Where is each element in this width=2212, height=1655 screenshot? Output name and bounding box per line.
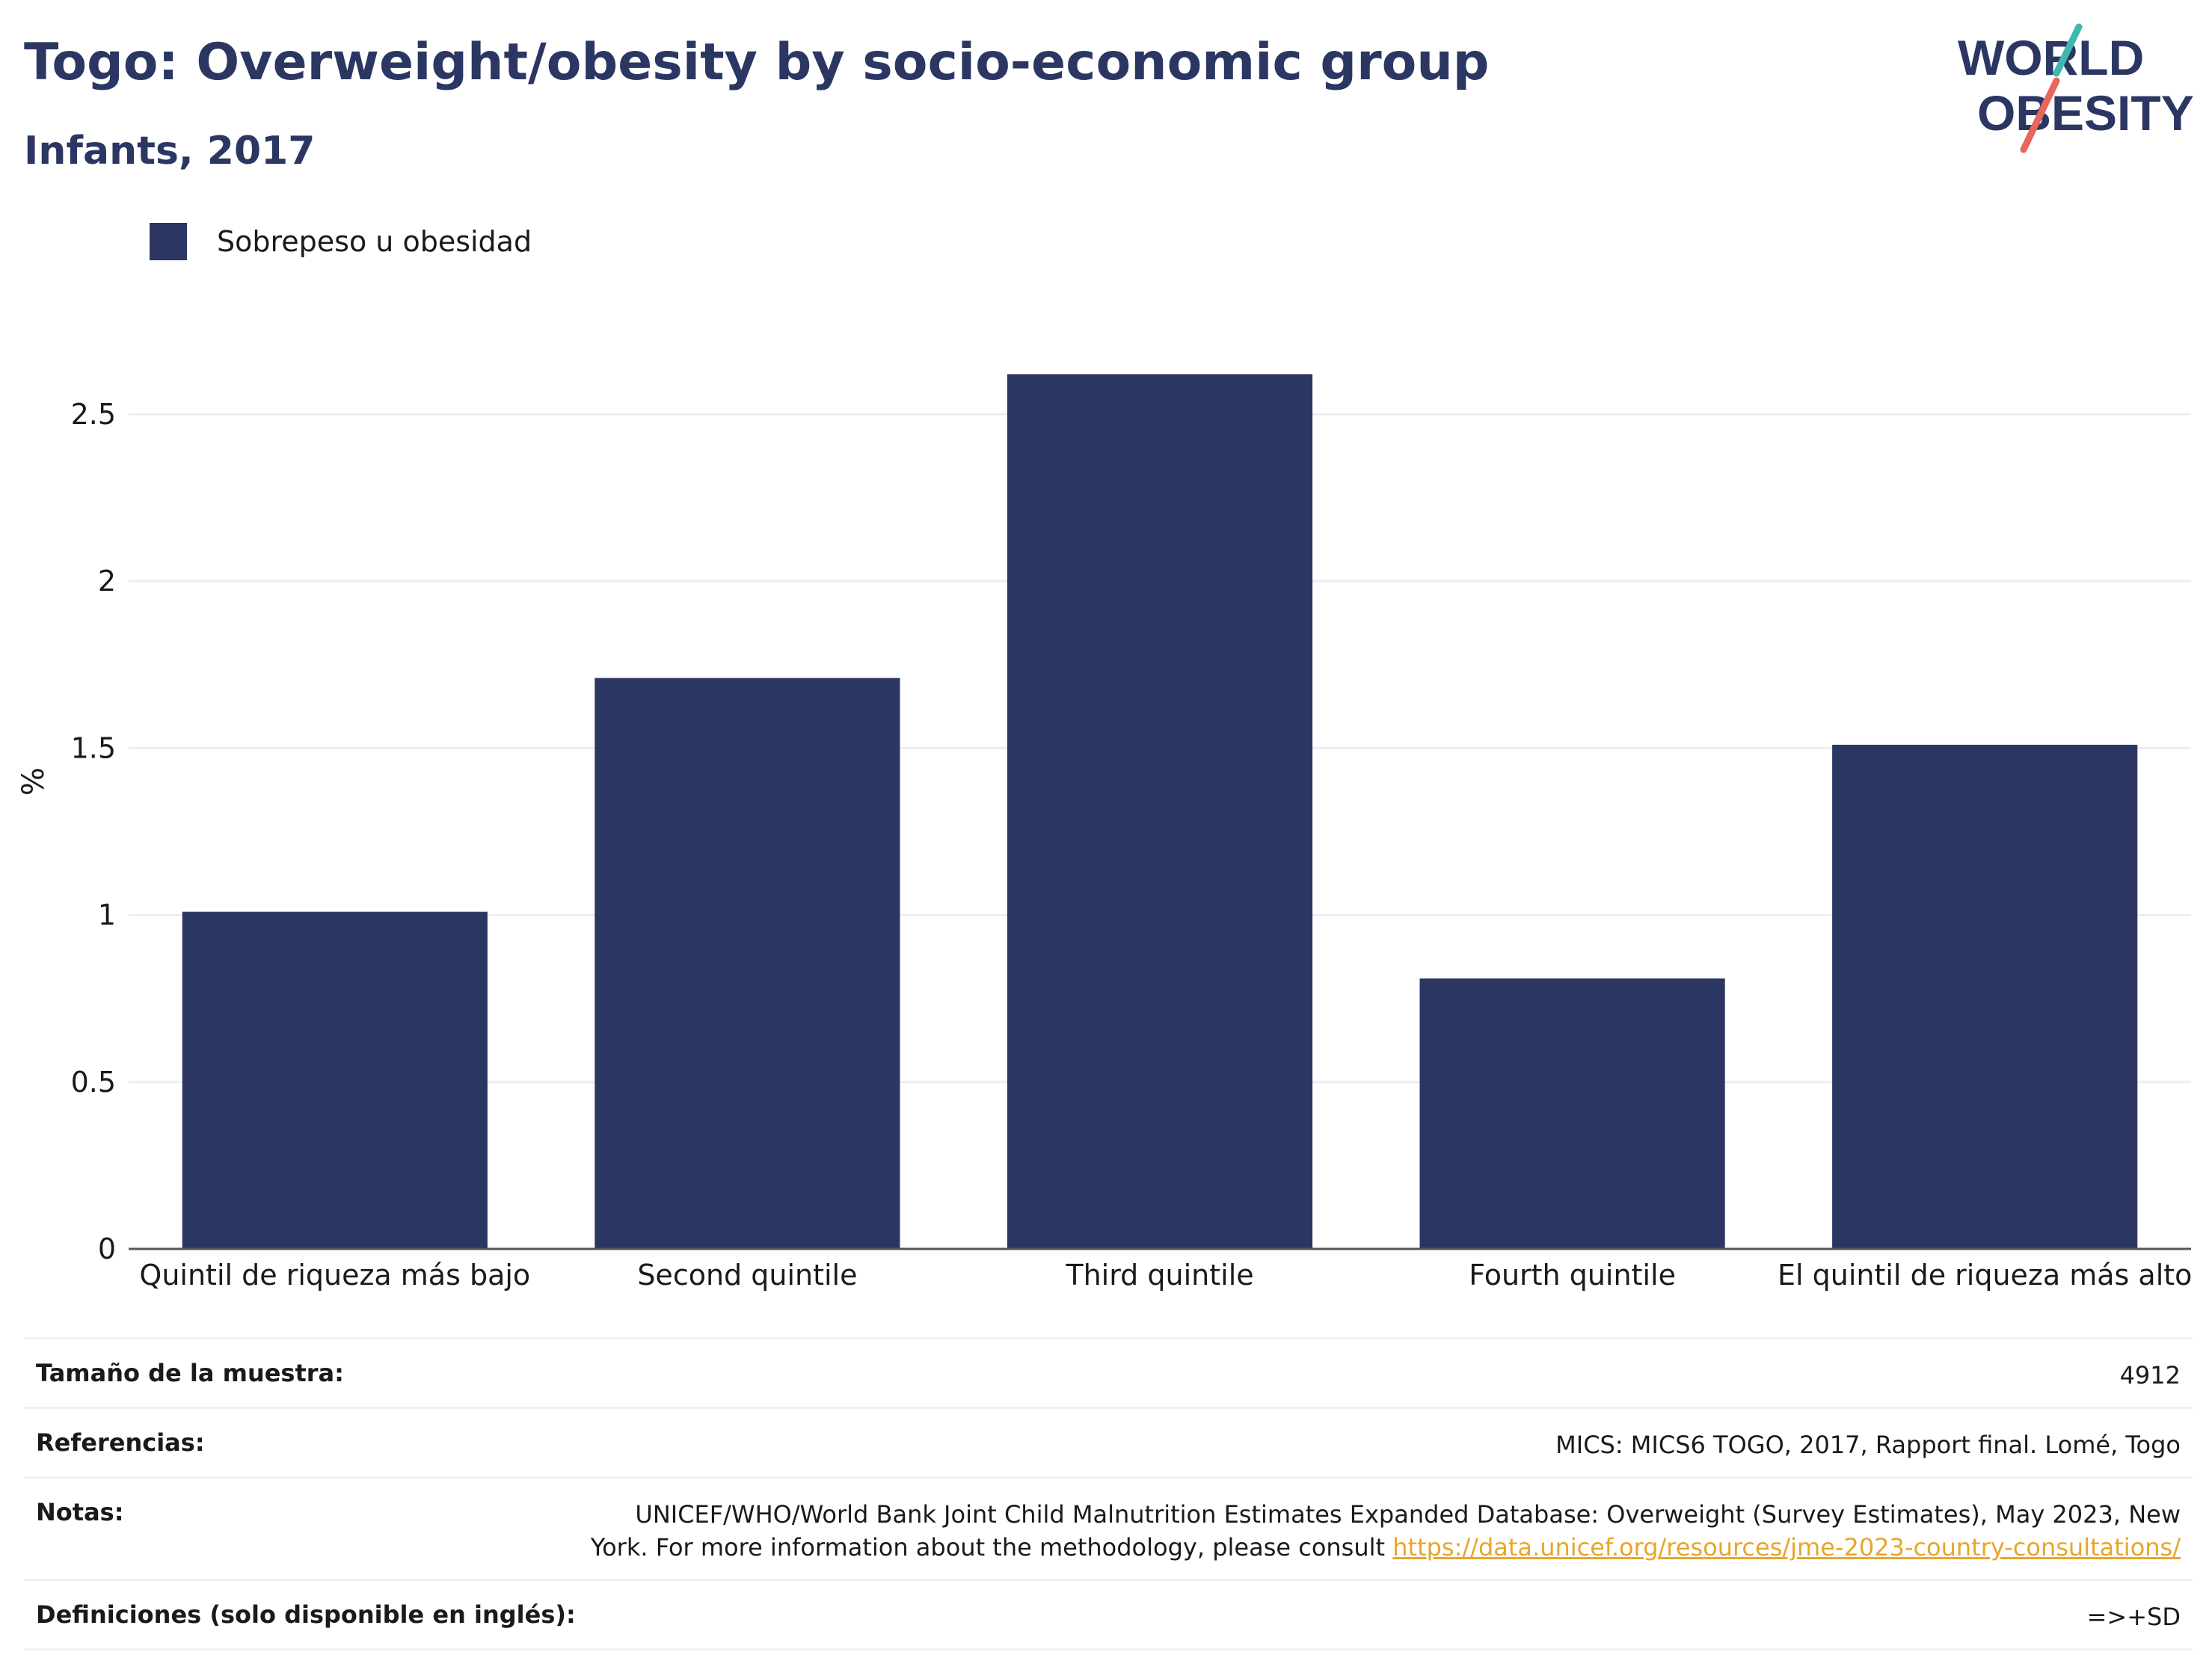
- world-obesity-logo: WORLD OBESITY: [1952, 22, 2199, 157]
- y-tick-labels: 0 0.5 1 1.5 2 2.5: [71, 398, 116, 1265]
- bar[interactable]: [595, 678, 900, 1249]
- bar[interactable]: [182, 912, 488, 1249]
- x-tick-label: Quintil de riqueza más bajo: [139, 1259, 530, 1292]
- sample-size-label: Tamaño de la muestra:: [36, 1359, 344, 1387]
- sample-size-value: 4912: [2119, 1361, 2181, 1390]
- logo-word-world: WORLD: [1958, 30, 2144, 85]
- logo-slash-red: [2020, 77, 2060, 153]
- definitions-label: Definiciones (solo disponible en inglés)…: [36, 1600, 576, 1629]
- y-tick-label: 0.5: [71, 1066, 116, 1099]
- legend-label: Sobrepeso u obesidad: [217, 225, 532, 258]
- bars: [182, 374, 2138, 1249]
- references-label: Referencias:: [36, 1428, 205, 1457]
- y-tick-label: 1: [98, 899, 116, 932]
- notes-link[interactable]: https://data.unicef.org/resources/jme-20…: [1392, 1533, 2181, 1562]
- y-tick-label: 1.5: [71, 731, 116, 764]
- y-tick-label: 0: [98, 1232, 116, 1265]
- x-tick-label: Fourth quintile: [1469, 1259, 1676, 1292]
- references-value: MICS: MICS6 TOGO, 2017, Rapport final. L…: [1555, 1431, 2181, 1459]
- x-tick-labels: Quintil de riqueza más bajo Second quinti…: [139, 1259, 2192, 1292]
- footer-row-sample-size: Tamaño de la muestra: 4912: [24, 1337, 2193, 1407]
- footer-row-notes: Notas: UNICEF/WHO/World Bank Joint Child…: [24, 1476, 2193, 1579]
- y-tick-label: 2.5: [71, 398, 116, 431]
- logo-slash-teal: [2053, 23, 2083, 77]
- x-tick-label: El quintil de riqueza más alto: [1778, 1259, 2192, 1292]
- bar[interactable]: [1832, 744, 2138, 1249]
- bar[interactable]: [1419, 978, 1725, 1249]
- footer-table: Tamaño de la muestra: 4912 Referencias: …: [24, 1337, 2193, 1651]
- footer-row-definitions: Definiciones (solo disponible en inglés)…: [24, 1579, 2193, 1651]
- chart-subtitle: Infants, 2017: [24, 129, 316, 174]
- chart-title: Togo: Overweight/obesity by socio-econom…: [24, 33, 1490, 92]
- footer-row-references: Referencias: MICS: MICS6 TOGO, 2017, Rap…: [24, 1407, 2193, 1476]
- logo-word-obesity: OBESITY: [1977, 85, 2194, 141]
- bar-chart: 0 0.5 1 1.5 2 2.5 Quintil de riqueza más bajo…: [16, 374, 2192, 1292]
- notes-value: UNICEF/WHO/World Bank Joint Child Malnut…: [573, 1498, 2181, 1564]
- bar[interactable]: [1007, 374, 1313, 1249]
- legend-swatch: [150, 223, 187, 260]
- x-tick-label: Second quintile: [637, 1259, 857, 1292]
- notes-text: UNICEF/WHO/World Bank Joint Child Malnut…: [590, 1500, 2181, 1562]
- x-tick-label: Third quintile: [1065, 1259, 1253, 1292]
- y-axis-label: %: [16, 767, 51, 796]
- notes-label: Notas:: [36, 1498, 124, 1526]
- definitions-value: =>+SD: [2086, 1603, 2181, 1631]
- y-tick-label: 2: [98, 565, 116, 598]
- legend[interactable]: Sobrepeso u obesidad: [150, 223, 532, 260]
